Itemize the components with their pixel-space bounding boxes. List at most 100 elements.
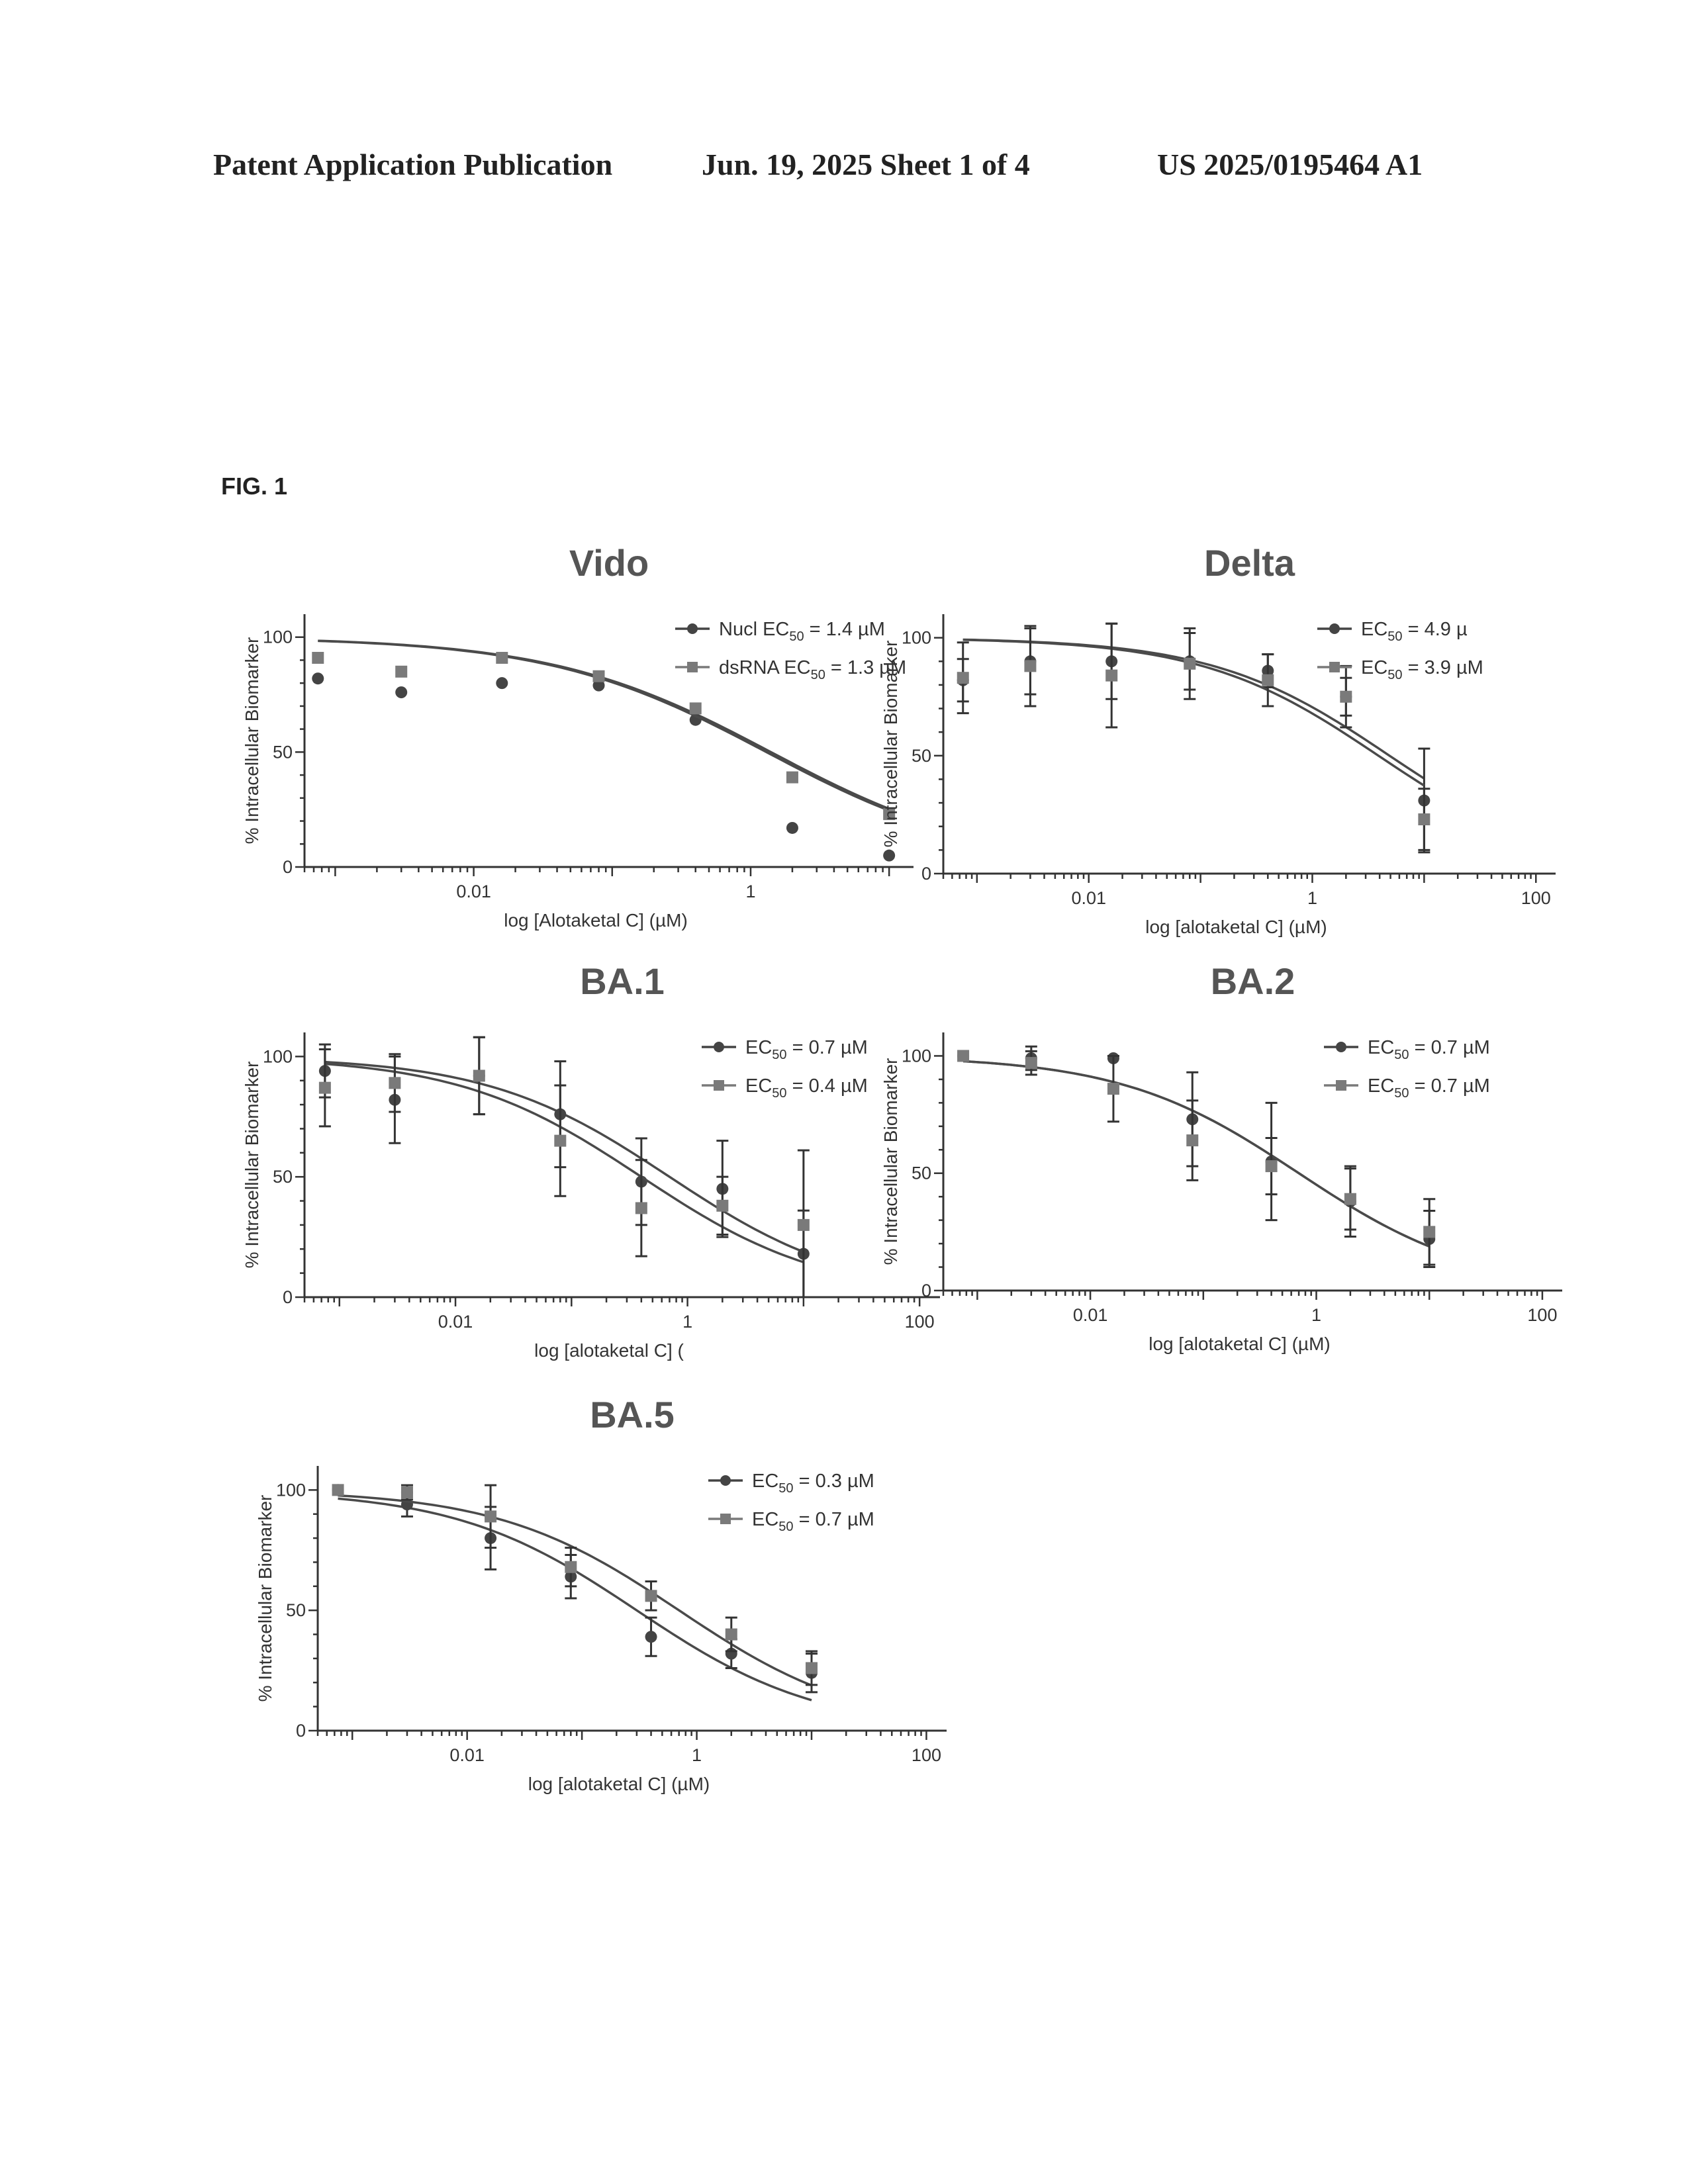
chart-ba5: BA.50501000.011100log [alotaketal C] (µM…: [225, 1416, 847, 1827]
chart-vido: Vido0501000.011log [Alotaketal C] (µM)% …: [225, 529, 847, 940]
y-tick-label: 50: [273, 1167, 293, 1187]
chart-title-delta: Delta: [1204, 542, 1295, 584]
data-point-square: [1025, 1057, 1037, 1069]
x-tick-label: 1: [1311, 1305, 1321, 1325]
data-point-circle: [645, 1631, 657, 1643]
legend-entry: EC50 = 0.7 µM: [745, 1037, 868, 1062]
data-point-square: [389, 1077, 400, 1089]
x-axis-label: log [alotaketal C] (: [534, 1340, 684, 1361]
x-axis-label: log [alotaketal C] (µM): [1149, 1334, 1330, 1354]
legend-marker-circle: [1336, 1042, 1346, 1052]
publication-number: US 2025/0195464 A1: [1157, 147, 1423, 182]
x-tick-label: 0.01: [456, 882, 491, 901]
chart-title-vido: Vido: [569, 542, 649, 584]
data-point-square: [332, 1484, 344, 1496]
data-point-square: [565, 1561, 577, 1573]
data-point-square: [554, 1135, 566, 1147]
y-tick-label: 0: [921, 1281, 931, 1300]
data-point-circle: [395, 686, 407, 698]
x-tick-label: 1: [692, 1745, 702, 1765]
fit-curve-square: [325, 1064, 804, 1263]
chart-title-ba-2: BA.2: [1211, 960, 1295, 1002]
y-tick-label: 50: [912, 746, 931, 766]
y-tick-label: 100: [276, 1480, 306, 1500]
chart-ba1: BA.10501000.011100log [alotaketal C] (% …: [225, 979, 847, 1390]
x-tick-label: 1: [682, 1312, 692, 1332]
fit-curve-square: [338, 1496, 812, 1686]
publication-type: Patent Application Publication: [213, 147, 612, 182]
legend-entry: EC50 = 4.9 µ: [1361, 619, 1468, 644]
legend-marker-square: [1336, 1080, 1346, 1091]
data-point-square: [485, 1510, 496, 1522]
x-axis-label: log [alotaketal C] (µM): [528, 1774, 710, 1794]
data-point-square: [716, 1200, 728, 1212]
data-point-square: [1423, 1226, 1435, 1238]
fit-curve-circle: [338, 1498, 812, 1700]
chart-panel-delta: Delta0501000.011100log [alotaketal C] (µ…: [867, 529, 1489, 940]
data-point-square: [1024, 660, 1036, 672]
y-tick-label: 0: [921, 864, 931, 884]
legend-entry: EC50 = 3.9 µM: [1361, 657, 1483, 682]
x-tick-label: 1: [1307, 888, 1317, 908]
y-tick-label: 0: [296, 1721, 306, 1741]
data-point-square: [1105, 670, 1117, 682]
y-tick-label: 100: [263, 1046, 293, 1066]
data-point-square: [593, 670, 605, 682]
y-axis-label: % Intracellular Biomarker: [880, 1058, 901, 1265]
data-point-circle: [312, 672, 324, 684]
data-point-square: [645, 1590, 657, 1602]
y-axis-label: % Intracellular Biomarker: [255, 1495, 275, 1702]
x-tick-label: 0.01: [449, 1745, 485, 1765]
data-point-circle: [786, 822, 798, 834]
x-axis-label: log [alotaketal C] (µM): [1145, 917, 1327, 937]
chart-panel-vido: Vido0501000.011log [Alotaketal C] (µM)% …: [225, 529, 847, 940]
y-tick-label: 0: [283, 857, 293, 877]
data-point-square: [473, 1069, 485, 1081]
x-tick-label: 1: [745, 882, 755, 901]
publication-date-sheet: Jun. 19, 2025 Sheet 1 of 4: [702, 147, 1030, 182]
legend-entry: EC50 = 0.4 µM: [745, 1075, 868, 1101]
y-axis-label: % Intracellular Biomarker: [880, 641, 901, 848]
chart-title-ba-1: BA.1: [580, 960, 665, 1002]
y-tick-label: 0: [283, 1287, 293, 1307]
data-point-square: [312, 652, 324, 664]
data-point-square: [1107, 1083, 1119, 1095]
fit-curve-circle: [963, 1062, 1429, 1247]
legend-marker-square: [687, 662, 698, 672]
figure-label: FIG. 1: [221, 473, 287, 500]
data-point-square: [798, 1219, 810, 1231]
data-point-square: [1262, 674, 1274, 686]
chart-ba2: BA.20501000.011100log [alotaketal C] (µM…: [867, 979, 1489, 1390]
data-point-square: [1340, 691, 1352, 703]
legend-entry: EC50 = 0.7 µM: [752, 1509, 874, 1534]
data-point-square: [1184, 658, 1196, 670]
data-point-square: [786, 772, 798, 784]
fit-curve-circle: [325, 1062, 804, 1252]
data-point-square: [957, 672, 969, 684]
y-tick-label: 50: [273, 742, 293, 762]
data-point-square: [401, 1486, 413, 1498]
y-tick-label: 100: [263, 627, 293, 647]
legend-marker-square: [1329, 662, 1340, 672]
data-point-square: [1344, 1193, 1356, 1205]
legend-marker-square: [714, 1080, 724, 1091]
chart-panel-ba1: BA.10501000.011100log [alotaketal C] (% …: [225, 979, 847, 1390]
legend-marker-circle: [720, 1475, 731, 1486]
fit-curve-square: [963, 1062, 1429, 1247]
page-header: Patent Application Publication Jun. 19, …: [0, 147, 1688, 187]
y-axis-label: % Intracellular Biomarker: [242, 637, 262, 844]
data-point-square: [496, 652, 508, 664]
x-tick-label: 0.01: [1071, 888, 1106, 908]
legend-marker-circle: [687, 623, 698, 634]
x-tick-label: 100: [1521, 888, 1551, 908]
legend-entry: Nucl EC50 = 1.4 µM: [719, 619, 885, 644]
y-tick-label: 50: [912, 1163, 931, 1183]
x-tick-label: 0.01: [1073, 1305, 1108, 1325]
data-point-square: [806, 1662, 818, 1674]
data-point-square: [690, 702, 702, 714]
y-axis-label: % Intracellular Biomarker: [242, 1062, 262, 1269]
data-point-square: [1186, 1134, 1198, 1146]
data-point-square: [635, 1202, 647, 1214]
chart-panel-ba5: BA.50501000.011100log [alotaketal C] (µM…: [225, 1416, 847, 1827]
x-tick-label: 100: [912, 1745, 941, 1765]
